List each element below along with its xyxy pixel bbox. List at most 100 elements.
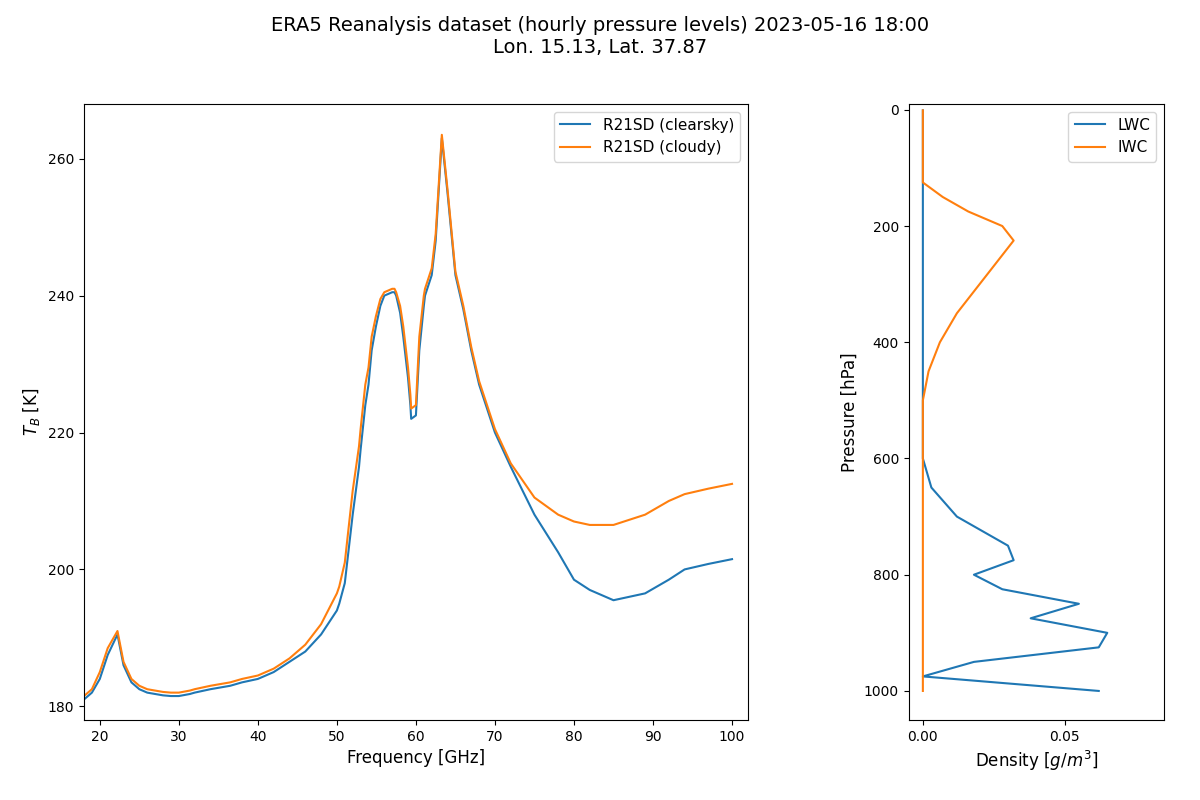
IWC (916, 614, 930, 623)
LWC (916, 163, 930, 173)
R21SD (clearsky) (434, 134, 449, 143)
LWC (916, 178, 930, 187)
IWC (995, 222, 1009, 231)
R21SD (clearsky) (392, 308, 407, 318)
LWC (916, 222, 930, 231)
IWC (916, 642, 930, 652)
IWC (932, 338, 947, 347)
IWC (916, 108, 930, 118)
IWC (1007, 236, 1021, 246)
R21SD (clearsky) (223, 681, 238, 690)
IWC (936, 192, 950, 202)
IWC (916, 512, 930, 522)
R21SD (cloudy) (434, 130, 449, 139)
Line: LWC: LWC (923, 110, 1108, 691)
LWC (1092, 642, 1106, 652)
IWC (916, 106, 930, 116)
IWC (916, 541, 930, 550)
LWC (1007, 555, 1021, 565)
LWC (916, 206, 930, 216)
IWC (916, 599, 930, 609)
Line: R21SD (clearsky): R21SD (clearsky) (84, 138, 732, 699)
LWC (916, 425, 930, 434)
IWC (972, 279, 986, 289)
IWC (916, 146, 930, 155)
LWC (916, 108, 930, 118)
LWC (916, 192, 930, 202)
X-axis label: Density [$g/m^3$]: Density [$g/m^3$] (974, 750, 1098, 774)
R21SD (cloudy) (396, 322, 410, 331)
R21SD (cloudy) (203, 681, 217, 690)
X-axis label: Frequency [GHz]: Frequency [GHz] (347, 750, 485, 767)
IWC (916, 163, 930, 173)
Line: IWC: IWC (923, 110, 1014, 691)
IWC (949, 309, 964, 318)
IWC (916, 657, 930, 666)
LWC (967, 570, 982, 579)
LWC (916, 672, 930, 682)
Line: R21SD (cloudy): R21SD (cloudy) (84, 134, 732, 696)
LWC (916, 454, 930, 463)
LWC (967, 657, 982, 666)
LWC (995, 585, 1009, 594)
R21SD (cloudy) (353, 424, 367, 434)
LWC (949, 512, 964, 522)
IWC (916, 425, 930, 434)
IWC (916, 122, 930, 132)
IWC (916, 555, 930, 565)
LWC (916, 250, 930, 260)
IWC (916, 672, 930, 682)
IWC (916, 117, 930, 126)
R21SD (clearsky) (203, 684, 217, 694)
LWC (916, 279, 930, 289)
LWC (916, 236, 930, 246)
IWC (916, 454, 930, 463)
IWC (995, 250, 1009, 260)
R21SD (cloudy) (77, 691, 91, 701)
R21SD (clearsky) (353, 445, 367, 454)
Y-axis label: Pressure [hPa]: Pressure [hPa] (840, 352, 858, 472)
IWC (916, 482, 930, 492)
LWC (1001, 541, 1015, 550)
LWC (924, 482, 938, 492)
R21SD (cloudy) (582, 520, 596, 530)
IWC (916, 134, 930, 144)
LWC (916, 117, 930, 126)
R21SD (clearsky) (396, 332, 410, 342)
LWC (916, 395, 930, 405)
LWC (916, 122, 930, 132)
R21SD (cloudy) (392, 301, 407, 310)
Y-axis label: $T_B$ [K]: $T_B$ [K] (22, 388, 42, 436)
LWC (1024, 614, 1038, 623)
LWC (1092, 686, 1106, 696)
LWC (916, 146, 930, 155)
IWC (916, 628, 930, 638)
IWC (916, 585, 930, 594)
R21SD (cloudy) (223, 678, 238, 687)
R21SD (cloudy) (725, 479, 739, 489)
IWC (916, 109, 930, 118)
IWC (916, 570, 930, 579)
Legend: LWC, IWC: LWC, IWC (1068, 112, 1157, 162)
IWC (916, 111, 930, 121)
R21SD (clearsky) (725, 554, 739, 564)
LWC (916, 106, 930, 115)
R21SD (clearsky) (582, 585, 596, 594)
IWC (916, 178, 930, 187)
IWC (916, 686, 930, 696)
LWC (916, 366, 930, 376)
IWC (916, 395, 930, 405)
IWC (922, 366, 936, 376)
LWC (916, 106, 930, 116)
IWC (916, 106, 930, 116)
LWC (916, 309, 930, 318)
LWC (916, 111, 930, 121)
LWC (916, 338, 930, 347)
LWC (916, 106, 930, 116)
Text: ERA5 Reanalysis dataset (hourly pressure levels) 2023-05-16 18:00
Lon. 15.13, La: ERA5 Reanalysis dataset (hourly pressure… (271, 16, 929, 57)
LWC (1100, 628, 1115, 638)
LWC (1072, 599, 1086, 609)
Legend: R21SD (clearsky), R21SD (cloudy): R21SD (clearsky), R21SD (cloudy) (554, 112, 740, 162)
R21SD (clearsky) (77, 694, 91, 704)
IWC (916, 106, 930, 115)
